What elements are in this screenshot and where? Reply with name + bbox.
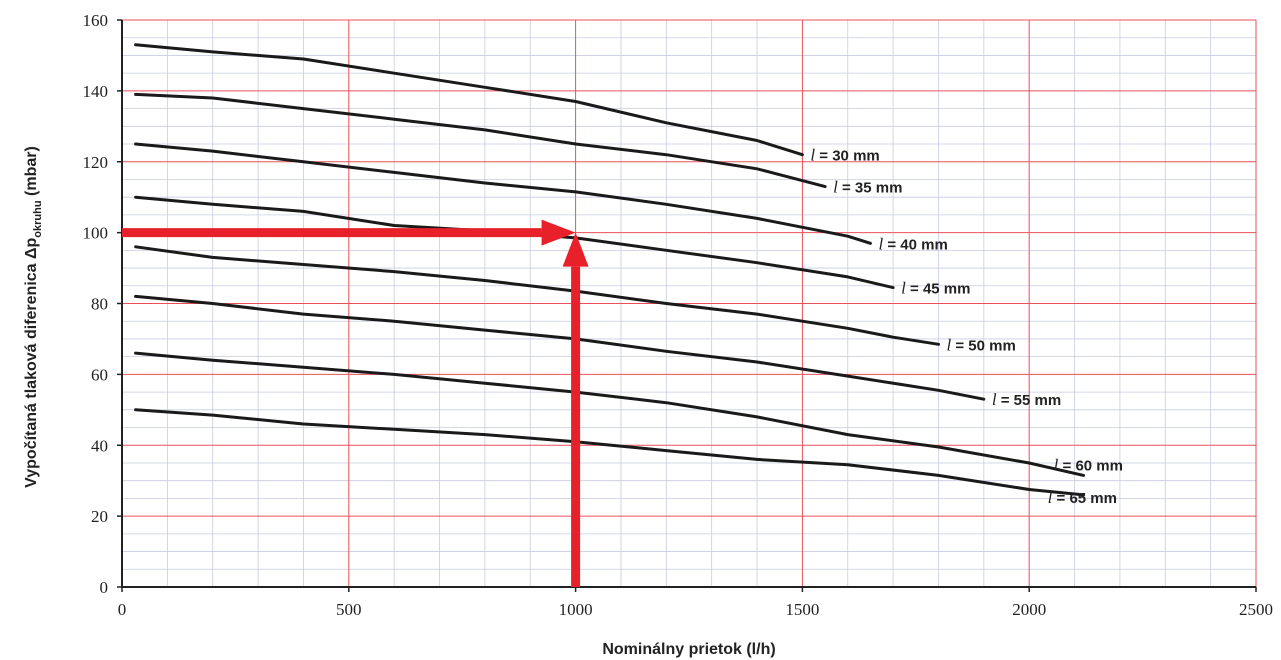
series-label-text: = 65 mm bbox=[1052, 490, 1117, 507]
series-label-symbol: l bbox=[992, 390, 997, 409]
series-line bbox=[134, 43, 804, 157]
series-label: l = 55 mm bbox=[992, 390, 1061, 409]
tick-labels: 0 500 1000 1500 2000 2500 0 20 40 60 80 100 120 140 16… bbox=[83, 11, 1274, 619]
series-label: l = 35 mm bbox=[833, 178, 902, 197]
series-label-symbol: l bbox=[810, 146, 815, 165]
series-line bbox=[134, 294, 986, 401]
series-line bbox=[134, 408, 1086, 497]
series-line bbox=[134, 245, 940, 346]
series-label-text: = 60 mm bbox=[1058, 457, 1123, 474]
series-label-symbol: l bbox=[946, 335, 951, 354]
x-tick-label: 1000 bbox=[559, 600, 593, 619]
x-tick-label: 2000 bbox=[1012, 600, 1046, 619]
y-axis-title-main: Vypočítaná tlaková diferenica Δp bbox=[23, 237, 40, 487]
y-tick-label: 40 bbox=[91, 436, 108, 455]
y-tick-label: 160 bbox=[83, 11, 109, 30]
arrow-head bbox=[541, 219, 576, 246]
series-line bbox=[134, 142, 872, 245]
series-label-symbol: l bbox=[1054, 455, 1059, 474]
y-tick-label: 0 bbox=[100, 578, 109, 597]
series-label-symbol: l bbox=[1048, 488, 1053, 507]
series-label-symbol: l bbox=[901, 279, 906, 298]
y-tick-label: 100 bbox=[83, 224, 109, 243]
series-line bbox=[134, 351, 1086, 477]
series-label-symbol: l bbox=[833, 178, 838, 197]
series-labels: l = 30 mml = 35 mml = 40 mml = 45 mml = … bbox=[810, 146, 1123, 507]
x-tick-label: 1500 bbox=[785, 600, 819, 619]
y-tick-label: 80 bbox=[91, 295, 108, 314]
series-lines bbox=[134, 43, 1086, 497]
series-label-text: = 50 mm bbox=[951, 337, 1016, 354]
series-line bbox=[134, 195, 895, 290]
series-label: l = 65 mm bbox=[1048, 488, 1117, 507]
y-axis-title-unit: (mbar) bbox=[23, 146, 40, 200]
y-tick-label: 60 bbox=[91, 365, 108, 384]
series-label: l = 60 mm bbox=[1054, 455, 1123, 474]
y-tick-label: 20 bbox=[91, 507, 108, 526]
x-tick-label: 2500 bbox=[1239, 600, 1273, 619]
series-label: l = 50 mm bbox=[946, 335, 1015, 354]
series-label-text: = 30 mm bbox=[815, 148, 880, 165]
y-axis-title: Vypočítaná tlaková diferenica Δpokruhu (… bbox=[23, 146, 44, 488]
reading-arrows bbox=[122, 219, 589, 587]
series-label-text: = 35 mm bbox=[838, 180, 903, 197]
series-label: l = 45 mm bbox=[901, 279, 970, 298]
y-tick-label: 120 bbox=[83, 153, 109, 172]
series-label-text: = 45 mm bbox=[906, 281, 971, 298]
y-tick-label: 140 bbox=[83, 82, 109, 101]
arrow-head bbox=[562, 232, 589, 267]
series-label: l = 30 mm bbox=[810, 146, 879, 165]
y-axis-title-subscript: okruhu bbox=[32, 200, 44, 237]
major-gridlines bbox=[122, 19, 1257, 587]
series-line bbox=[134, 92, 827, 189]
series-label-text: = 40 mm bbox=[883, 236, 948, 253]
x-tick-label: 0 bbox=[118, 600, 127, 619]
series-label-symbol: l bbox=[878, 234, 883, 253]
series-label: l = 40 mm bbox=[878, 234, 947, 253]
series-label-text: = 55 mm bbox=[997, 392, 1062, 409]
x-tick-label: 500 bbox=[336, 600, 362, 619]
x-axis-title: Nominálny prietok (l/h) bbox=[602, 641, 775, 658]
